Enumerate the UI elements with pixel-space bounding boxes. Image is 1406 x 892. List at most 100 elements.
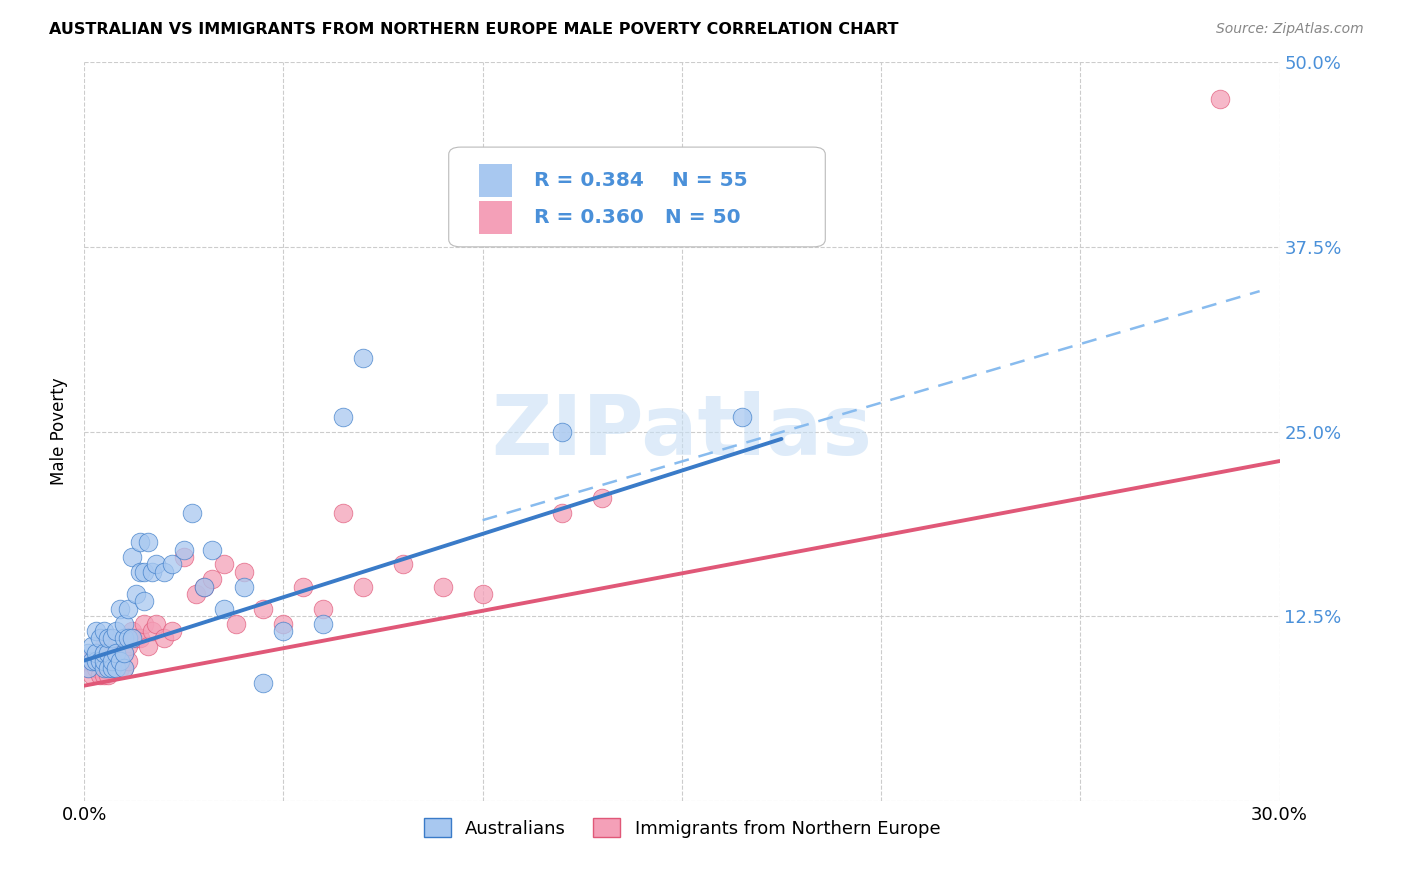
- Point: [232, 565, 254, 579]
- Point: [84, 646, 107, 660]
- Point: [117, 632, 139, 646]
- Point: [129, 535, 152, 549]
- Point: [153, 632, 176, 646]
- Point: [201, 572, 224, 586]
- Point: [392, 558, 415, 572]
- Point: [105, 646, 128, 660]
- Point: [252, 602, 274, 616]
- Point: [112, 616, 135, 631]
- Point: [112, 646, 135, 660]
- Point: [225, 616, 247, 631]
- Point: [80, 668, 103, 682]
- Point: [730, 409, 752, 424]
- Point: [97, 668, 120, 682]
- Point: [252, 675, 274, 690]
- Point: [93, 654, 115, 668]
- FancyBboxPatch shape: [478, 164, 512, 197]
- Point: [332, 409, 354, 424]
- Point: [101, 661, 124, 675]
- Point: [108, 661, 131, 675]
- Point: [93, 661, 115, 675]
- Point: [112, 646, 135, 660]
- Point: [112, 661, 135, 675]
- Point: [551, 506, 574, 520]
- Point: [312, 602, 335, 616]
- Point: [132, 616, 155, 631]
- Point: [232, 580, 254, 594]
- Point: [591, 491, 613, 505]
- Point: [352, 351, 374, 365]
- Point: [212, 558, 235, 572]
- Point: [132, 565, 155, 579]
- Point: [201, 542, 224, 557]
- Point: [132, 594, 155, 608]
- Point: [121, 624, 143, 638]
- Text: ZIPatlas: ZIPatlas: [491, 391, 872, 472]
- Point: [121, 550, 143, 565]
- Point: [332, 506, 354, 520]
- Point: [184, 587, 207, 601]
- Point: [551, 425, 574, 439]
- Point: [352, 580, 374, 594]
- Text: R = 0.360   N = 50: R = 0.360 N = 50: [534, 208, 740, 227]
- Point: [273, 624, 295, 638]
- Point: [129, 565, 152, 579]
- Point: [145, 616, 167, 631]
- Text: R = 0.384    N = 55: R = 0.384 N = 55: [534, 171, 747, 190]
- Point: [93, 639, 115, 653]
- Point: [101, 632, 124, 646]
- Point: [105, 661, 128, 675]
- Point: [77, 661, 100, 675]
- Point: [84, 654, 107, 668]
- Point: [160, 624, 183, 638]
- Point: [77, 646, 100, 660]
- Point: [89, 668, 111, 682]
- Point: [273, 616, 295, 631]
- Point: [108, 654, 131, 668]
- Point: [97, 661, 120, 675]
- Point: [180, 506, 202, 520]
- Point: [136, 535, 159, 549]
- Point: [84, 624, 107, 638]
- Point: [101, 661, 124, 675]
- Point: [292, 580, 315, 594]
- Point: [84, 654, 107, 668]
- Point: [125, 632, 148, 646]
- Point: [84, 661, 107, 675]
- Point: [77, 661, 100, 675]
- Point: [89, 654, 111, 668]
- Point: [97, 632, 120, 646]
- Point: [105, 624, 128, 638]
- Point: [145, 558, 167, 572]
- Point: [93, 646, 115, 660]
- Point: [141, 565, 163, 579]
- Point: [112, 632, 135, 646]
- Point: [432, 580, 454, 594]
- Point: [312, 616, 335, 631]
- Point: [89, 632, 111, 646]
- Point: [1209, 92, 1232, 106]
- Point: [193, 580, 215, 594]
- Point: [108, 602, 131, 616]
- Point: [93, 624, 115, 638]
- Point: [136, 639, 159, 653]
- Point: [129, 632, 152, 646]
- Point: [471, 587, 494, 601]
- Point: [173, 542, 195, 557]
- Point: [80, 639, 103, 653]
- Point: [141, 624, 163, 638]
- Point: [80, 654, 103, 668]
- Point: [80, 654, 103, 668]
- Point: [77, 654, 100, 668]
- Point: [101, 646, 124, 660]
- Point: [105, 654, 128, 668]
- Point: [97, 646, 120, 660]
- Point: [93, 654, 115, 668]
- Point: [89, 654, 111, 668]
- Point: [101, 654, 124, 668]
- FancyBboxPatch shape: [449, 147, 825, 247]
- Point: [173, 550, 195, 565]
- Text: Source: ZipAtlas.com: Source: ZipAtlas.com: [1216, 22, 1364, 37]
- Point: [212, 602, 235, 616]
- Point: [160, 558, 183, 572]
